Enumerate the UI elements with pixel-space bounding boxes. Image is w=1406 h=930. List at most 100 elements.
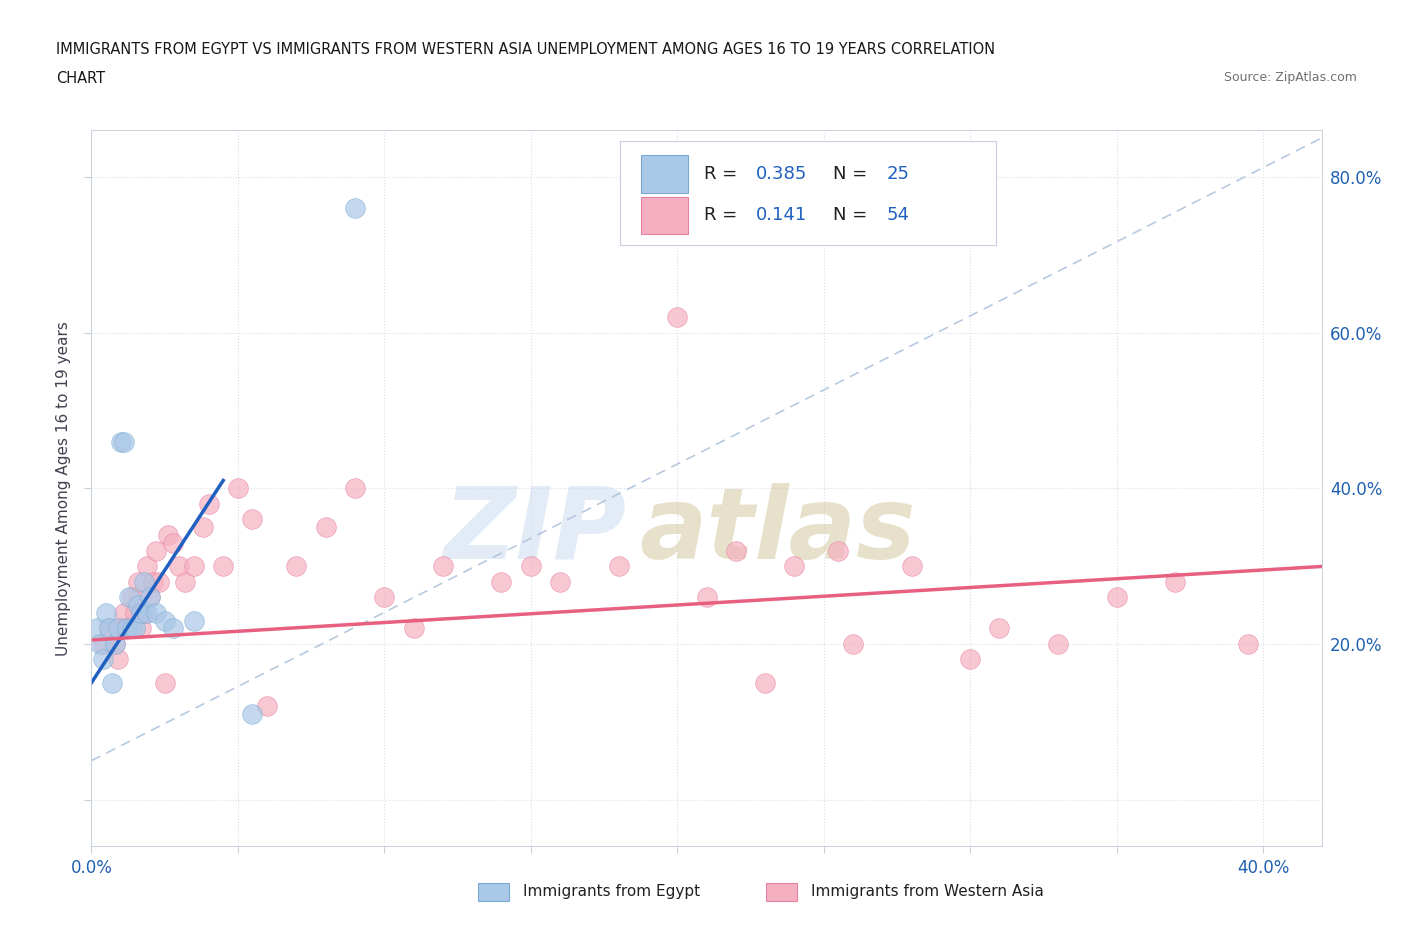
Point [91, 636, 114, 651]
Point [136, 559, 159, 574]
Point [183, 559, 205, 574]
Text: Immigrants from Western Asia: Immigrants from Western Asia [811, 884, 1045, 899]
Point [519, 559, 541, 574]
Point [842, 636, 865, 651]
Point [548, 574, 571, 589]
Text: N =: N = [834, 165, 873, 183]
Point [827, 543, 849, 558]
Point [86, 621, 108, 636]
Point [121, 621, 143, 636]
Point [256, 698, 278, 713]
FancyBboxPatch shape [620, 141, 995, 245]
Point [607, 559, 630, 574]
Point [139, 590, 162, 604]
Point [724, 543, 747, 558]
Point [127, 574, 149, 589]
Point [110, 434, 132, 449]
Point [98, 621, 120, 636]
Point [145, 605, 167, 620]
Point [212, 559, 235, 574]
Text: R =: R = [704, 206, 749, 224]
Point [242, 707, 264, 722]
Point [315, 520, 337, 535]
Point [1105, 590, 1128, 604]
Point [169, 559, 191, 574]
Point [783, 559, 806, 574]
Point [491, 574, 513, 589]
Point [132, 605, 155, 620]
Y-axis label: Unemployment Among Ages 16 to 19 years: Unemployment Among Ages 16 to 19 years [56, 321, 70, 656]
Point [98, 621, 120, 636]
Point [153, 613, 176, 628]
Point [183, 613, 205, 628]
Point [191, 520, 214, 535]
Point [174, 574, 197, 589]
FancyBboxPatch shape [641, 155, 688, 193]
Point [373, 590, 395, 604]
Point [145, 543, 167, 558]
Point [343, 481, 366, 496]
Point [132, 574, 155, 589]
Point [156, 527, 179, 542]
Point [107, 652, 129, 667]
Text: 25: 25 [886, 165, 910, 183]
Point [124, 621, 146, 636]
Point [162, 621, 184, 636]
Text: N =: N = [834, 206, 873, 224]
Point [900, 559, 922, 574]
Text: Immigrants from Egypt: Immigrants from Egypt [523, 884, 700, 899]
Point [1237, 636, 1260, 651]
Point [89, 636, 111, 651]
Point [129, 621, 152, 636]
Point [242, 512, 264, 526]
Point [343, 201, 366, 216]
Point [115, 621, 138, 636]
Point [959, 652, 981, 667]
Point [91, 652, 114, 667]
Point [104, 636, 127, 651]
Text: R =: R = [704, 165, 742, 183]
Point [127, 598, 149, 613]
Point [94, 605, 117, 620]
Point [148, 574, 170, 589]
Point [118, 621, 141, 636]
FancyBboxPatch shape [641, 197, 688, 234]
Point [142, 574, 165, 589]
Text: atlas: atlas [638, 483, 915, 579]
Text: 0.385: 0.385 [756, 165, 807, 183]
Point [121, 590, 143, 604]
Point [226, 481, 249, 496]
Text: IMMIGRANTS FROM EGYPT VS IMMIGRANTS FROM WESTERN ASIA UNEMPLOYMENT AMONG AGES 16: IMMIGRANTS FROM EGYPT VS IMMIGRANTS FROM… [56, 42, 995, 57]
FancyBboxPatch shape [478, 883, 509, 901]
Point [1164, 574, 1187, 589]
Point [115, 621, 138, 636]
Point [104, 636, 127, 651]
Point [197, 497, 219, 512]
Point [107, 621, 129, 636]
FancyBboxPatch shape [766, 883, 797, 901]
Point [136, 605, 159, 620]
Point [124, 605, 146, 620]
Text: 0.141: 0.141 [756, 206, 807, 224]
Point [988, 621, 1011, 636]
Text: Source: ZipAtlas.com: Source: ZipAtlas.com [1223, 71, 1357, 84]
Text: ZIP: ZIP [443, 483, 627, 579]
Point [112, 605, 135, 620]
Point [695, 590, 717, 604]
Point [1046, 636, 1069, 651]
Point [754, 675, 776, 690]
Point [118, 590, 141, 604]
Point [432, 559, 454, 574]
Point [110, 621, 132, 636]
Point [285, 559, 308, 574]
Point [162, 536, 184, 551]
Point [129, 605, 152, 620]
Text: 54: 54 [886, 206, 910, 224]
Point [153, 675, 176, 690]
Point [666, 310, 689, 325]
Point [402, 621, 425, 636]
Text: CHART: CHART [56, 71, 105, 86]
Point [112, 434, 135, 449]
Point [139, 590, 162, 604]
Point [101, 675, 124, 690]
